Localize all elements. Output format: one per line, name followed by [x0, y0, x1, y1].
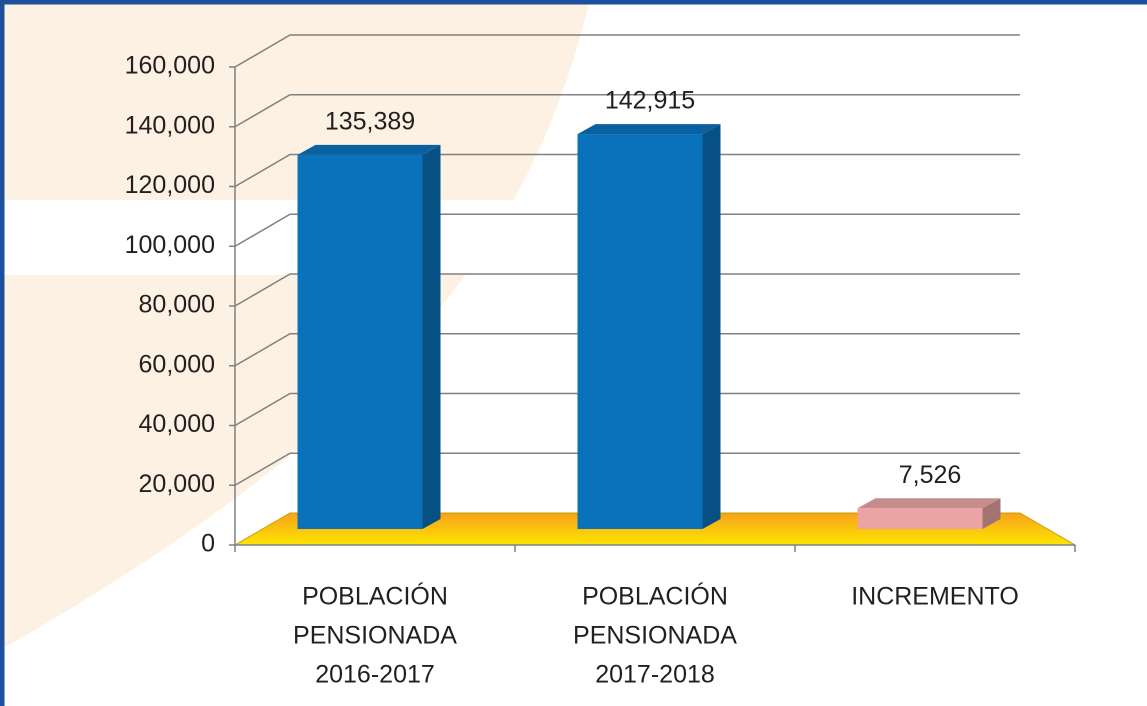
x-tick-label: POBLACIÓN — [302, 582, 448, 611]
y-tick-label: 100,000 — [125, 231, 215, 259]
decor — [0, 0, 590, 650]
y-tick-label: 160,000 — [125, 52, 215, 80]
x-tick-label: 2017-2018 — [595, 661, 715, 689]
y-tick-label: 0 — [201, 530, 215, 558]
grid-line — [234, 452, 1020, 486]
x-tick-label: 2016-2017 — [315, 661, 435, 689]
y-tick-label: 80,000 — [139, 291, 215, 319]
value-label: 7,526 — [899, 461, 962, 489]
bar-side — [702, 124, 721, 529]
grid-line — [234, 333, 1020, 367]
grid-line — [234, 34, 1020, 68]
grid-line — [234, 273, 1020, 307]
grid-line — [234, 94, 1020, 128]
y-tick-label: 40,000 — [139, 410, 215, 438]
bar — [297, 154, 423, 529]
bar-top — [577, 124, 721, 135]
y-tick-label: 60,000 — [139, 350, 215, 378]
bar-top — [297, 144, 441, 155]
value-label: 135,389 — [325, 107, 415, 135]
x-tick-label: POBLACIÓN — [582, 582, 728, 611]
y-tick-label: 120,000 — [125, 171, 215, 199]
grid-line — [234, 153, 1020, 188]
bar-side — [982, 498, 1001, 529]
bar-top — [857, 498, 1001, 509]
grid-line — [234, 392, 1020, 427]
bar — [577, 134, 703, 529]
bar — [857, 508, 983, 529]
bar-side — [422, 144, 441, 529]
x-tick-label: INCREMENTO — [851, 583, 1019, 611]
grid-line — [234, 213, 1020, 247]
value-label: 142,915 — [605, 87, 695, 115]
y-tick-label: 20,000 — [139, 470, 215, 498]
y-tick-label: 140,000 — [125, 111, 215, 139]
x-tick-label: PENSIONADA — [573, 622, 737, 650]
x-tick-label: PENSIONADA — [293, 622, 457, 650]
